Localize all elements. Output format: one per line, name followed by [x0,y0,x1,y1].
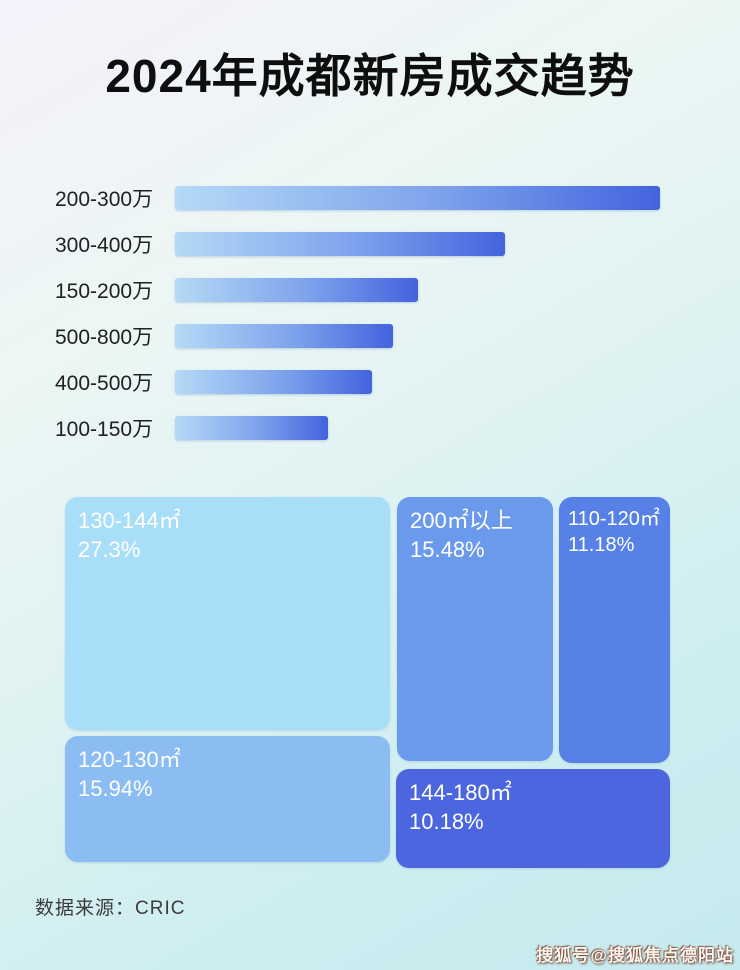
bar-label: 100-150万 [55,418,154,441]
treemap-block-110-120: 110-120㎡ 11.18% [559,497,670,763]
treemap-block-label: 200㎡以上 [410,508,513,533]
treemap-block-label: 144-180㎡ [409,780,512,805]
treemap-block-label: 110-120㎡ [568,508,660,530]
treemap-block-120-130: 120-130㎡ 15.94% [65,736,390,862]
price-range-bar-chart: 200-300万 300-400万 150-200万 500-800万 400-… [55,186,685,441]
treemap-block-label: 130-144㎡ [78,508,181,533]
page-title: 2024年成都新房成交趋势 [105,50,635,102]
treemap-block-pct: 11.18% [568,534,635,557]
treemap-block-144-180: 144-180㎡ 10.18% [396,769,670,868]
data-source-label: 数据来源：CRIC [35,898,186,919]
watermark: 搜狐号@搜狐焦点德阳站 [536,946,734,965]
treemap-block-130-144: 130-144㎡ 27.3% [65,497,390,730]
bar-fill [175,370,372,394]
bar-row: 100-150万 [55,416,685,441]
treemap-block-pct: 10.18% [409,809,484,835]
treemap-block-pct: 15.94% [78,776,153,802]
bar-row: 500-800万 [55,324,685,349]
bar-fill [175,186,660,210]
treemap-block-label: 120-130㎡ [78,747,181,772]
bar-row: 300-400万 [55,232,685,257]
treemap-block-pct: 27.3% [78,537,141,563]
bar-fill [175,278,418,302]
bar-label: 300-400万 [55,234,154,257]
bar-row: 150-200万 [55,278,685,303]
bar-fill [175,324,393,348]
treemap-block-pct: 15.48% [410,537,485,563]
bar-label: 400-500万 [55,372,154,395]
treemap-block-200-plus: 200㎡以上 15.48% [397,497,553,761]
bar-label: 200-300万 [55,188,154,211]
bar-row: 200-300万 [55,186,685,211]
bar-label: 150-200万 [55,280,154,303]
bar-fill [175,416,328,440]
bar-label: 500-800万 [55,326,154,349]
bar-row: 400-500万 [55,370,685,395]
bar-fill [175,232,505,256]
